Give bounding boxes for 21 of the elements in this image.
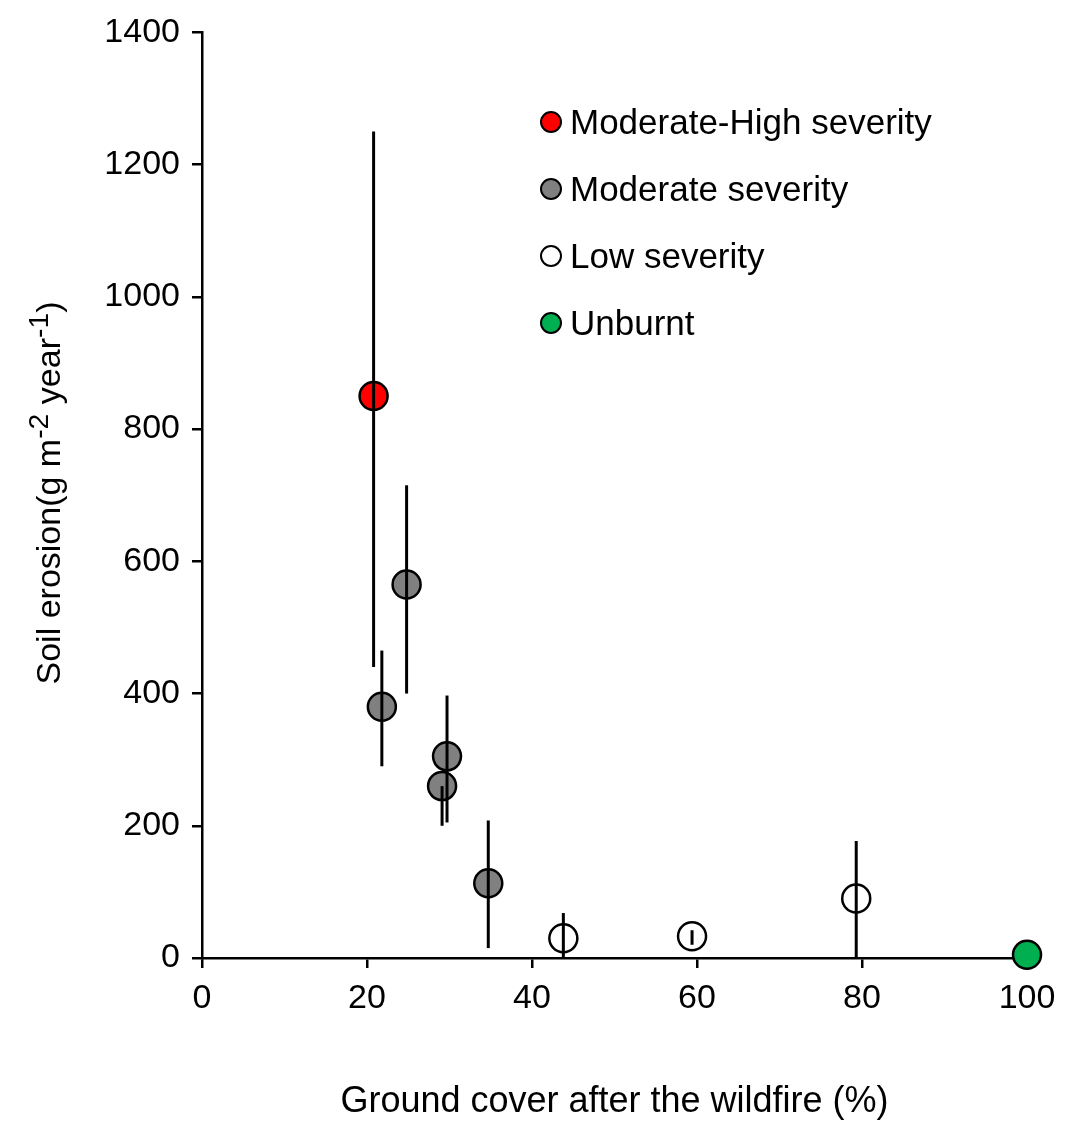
x-tick-label: 80 [843,976,881,1015]
x-axis-title: Ground cover after the wildfire (%) [340,1079,889,1121]
y-tick-label: 0 [161,936,180,975]
x-tick-label: 20 [348,976,386,1015]
y-tick-label: 1200 [104,143,180,181]
legend-label: Moderate-High severity [570,101,932,142]
y-tick-label: 800 [123,407,180,446]
legend-label: Unburnt [570,302,695,343]
y-tick-label: 1000 [104,275,180,314]
point [1011,939,1043,970]
x-tick-label: 60 [678,976,716,1015]
y-tick-label: 200 [123,804,180,843]
x-tick-label: 40 [513,976,551,1015]
x-tick-label: 0 [192,976,212,1015]
x-tick-label: 100 [998,976,1056,1015]
point [676,920,708,952]
legend-label: Low severity [570,235,765,276]
y-tick-label: 1400 [104,10,180,49]
y-tick-label: 600 [123,539,180,578]
y-tick-label: 400 [123,671,180,710]
legend-label: Moderate severity [570,168,849,209]
